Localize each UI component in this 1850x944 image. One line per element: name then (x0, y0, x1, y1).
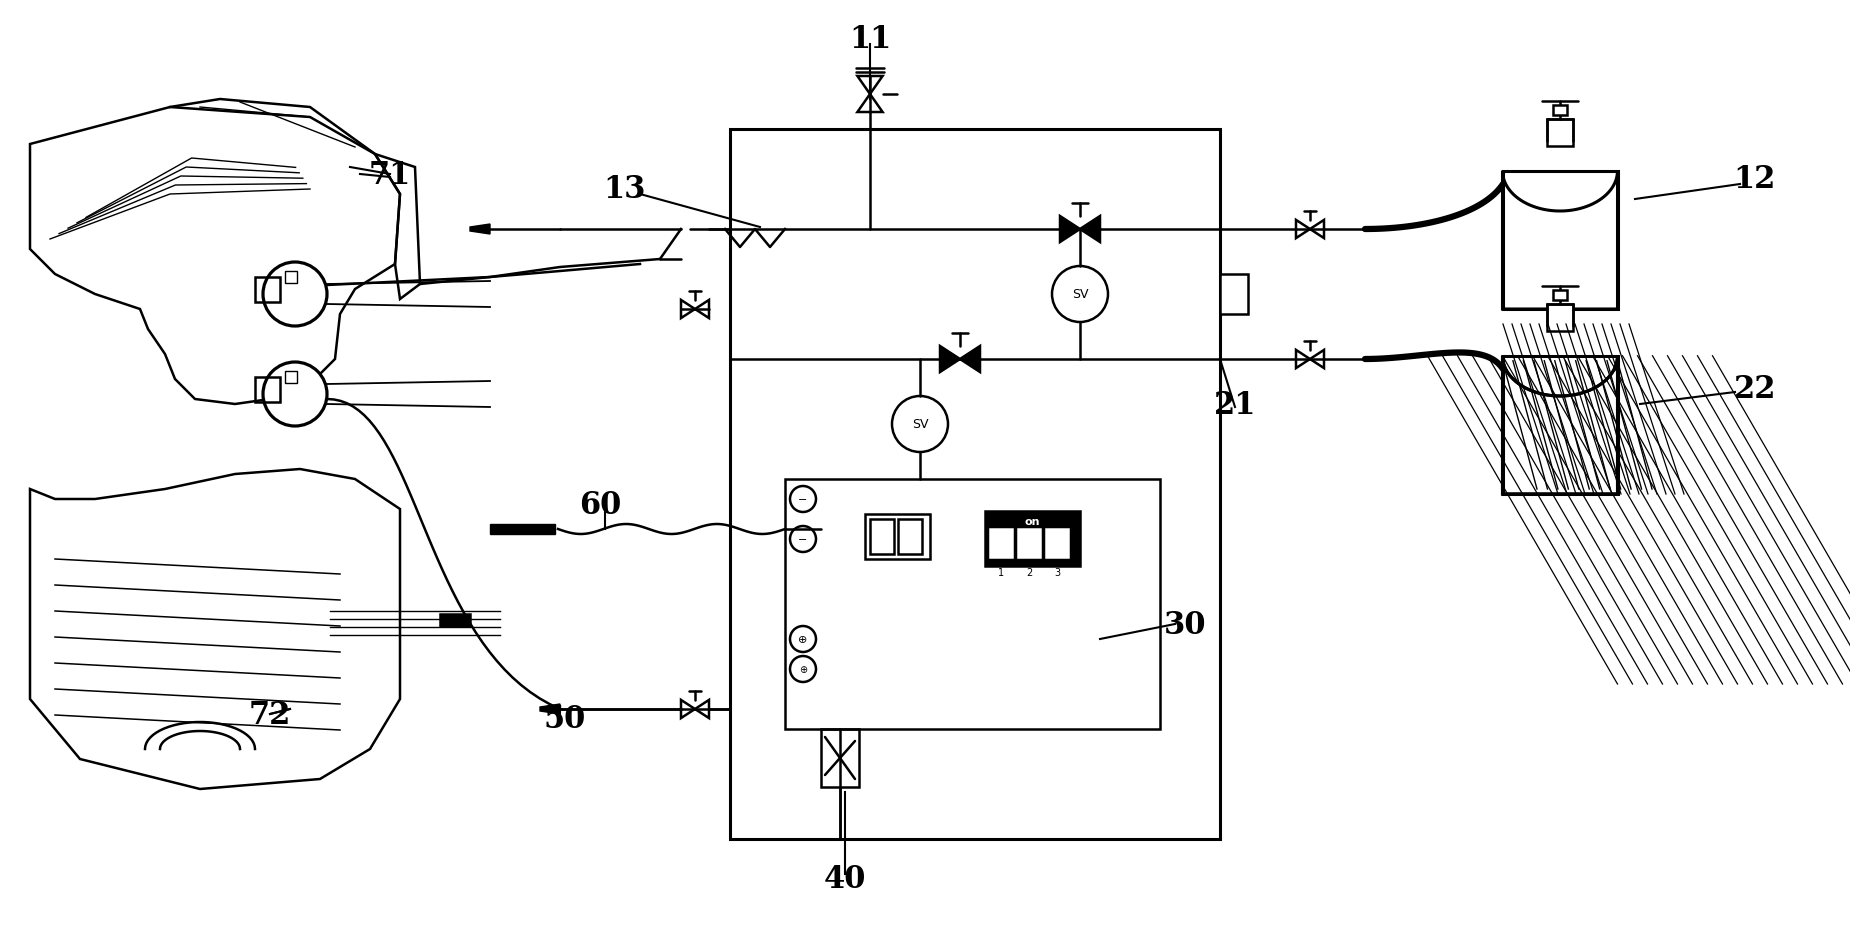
Text: ⊕: ⊕ (799, 634, 808, 645)
Polygon shape (1310, 221, 1325, 239)
Bar (784, 480, 1160, 729)
Bar (285, 372, 298, 383)
Polygon shape (1310, 350, 1325, 369)
Polygon shape (940, 346, 960, 373)
Text: 71: 71 (368, 160, 411, 191)
Polygon shape (1297, 350, 1310, 369)
Polygon shape (1060, 217, 1080, 243)
Text: 12: 12 (1733, 164, 1776, 195)
Bar (870, 519, 894, 554)
Text: 21: 21 (1214, 389, 1256, 420)
Polygon shape (960, 346, 980, 373)
Polygon shape (696, 300, 709, 319)
Polygon shape (696, 700, 709, 718)
Text: SV: SV (912, 418, 929, 431)
Bar (984, 512, 1080, 566)
Circle shape (263, 362, 327, 427)
Bar (1547, 120, 1572, 147)
Bar (897, 519, 921, 554)
Polygon shape (470, 225, 490, 235)
Bar (821, 729, 858, 787)
Text: 50: 50 (544, 704, 586, 734)
Text: 72: 72 (248, 699, 290, 730)
Circle shape (790, 656, 816, 683)
Polygon shape (490, 525, 555, 534)
Bar (1552, 291, 1567, 301)
Bar (255, 278, 279, 303)
Circle shape (790, 626, 816, 652)
Text: on: on (1025, 516, 1040, 527)
Polygon shape (857, 76, 882, 95)
Bar (1552, 106, 1567, 116)
Polygon shape (681, 700, 696, 718)
Circle shape (892, 396, 947, 452)
Text: 22: 22 (1733, 374, 1776, 405)
Text: 3: 3 (1054, 567, 1060, 578)
Bar (1502, 357, 1617, 495)
Bar (1502, 172, 1617, 310)
Text: 13: 13 (603, 175, 646, 205)
Circle shape (790, 527, 816, 552)
Text: 11: 11 (849, 25, 892, 56)
Text: −: − (799, 534, 808, 545)
Bar (285, 272, 298, 284)
Bar (866, 514, 931, 560)
Polygon shape (681, 300, 696, 319)
Text: SV: SV (1071, 288, 1088, 301)
Bar (990, 530, 1012, 557)
Bar (1018, 530, 1040, 557)
Text: −: − (799, 495, 808, 504)
Bar (1219, 275, 1249, 314)
Bar (255, 378, 279, 402)
Polygon shape (857, 95, 882, 113)
Bar (440, 615, 470, 626)
Polygon shape (1297, 221, 1310, 239)
Circle shape (263, 262, 327, 327)
Circle shape (790, 486, 816, 513)
Text: 60: 60 (579, 489, 622, 520)
Text: 1: 1 (997, 567, 1005, 578)
Text: 40: 40 (823, 864, 866, 895)
Text: ⊕: ⊕ (799, 665, 807, 674)
Polygon shape (540, 704, 561, 715)
Circle shape (1053, 267, 1108, 323)
Bar (731, 130, 1219, 839)
Text: 30: 30 (1164, 609, 1206, 640)
Text: 2: 2 (1027, 567, 1032, 578)
Bar (1045, 530, 1067, 557)
Polygon shape (1080, 217, 1101, 243)
Bar (1547, 305, 1572, 331)
